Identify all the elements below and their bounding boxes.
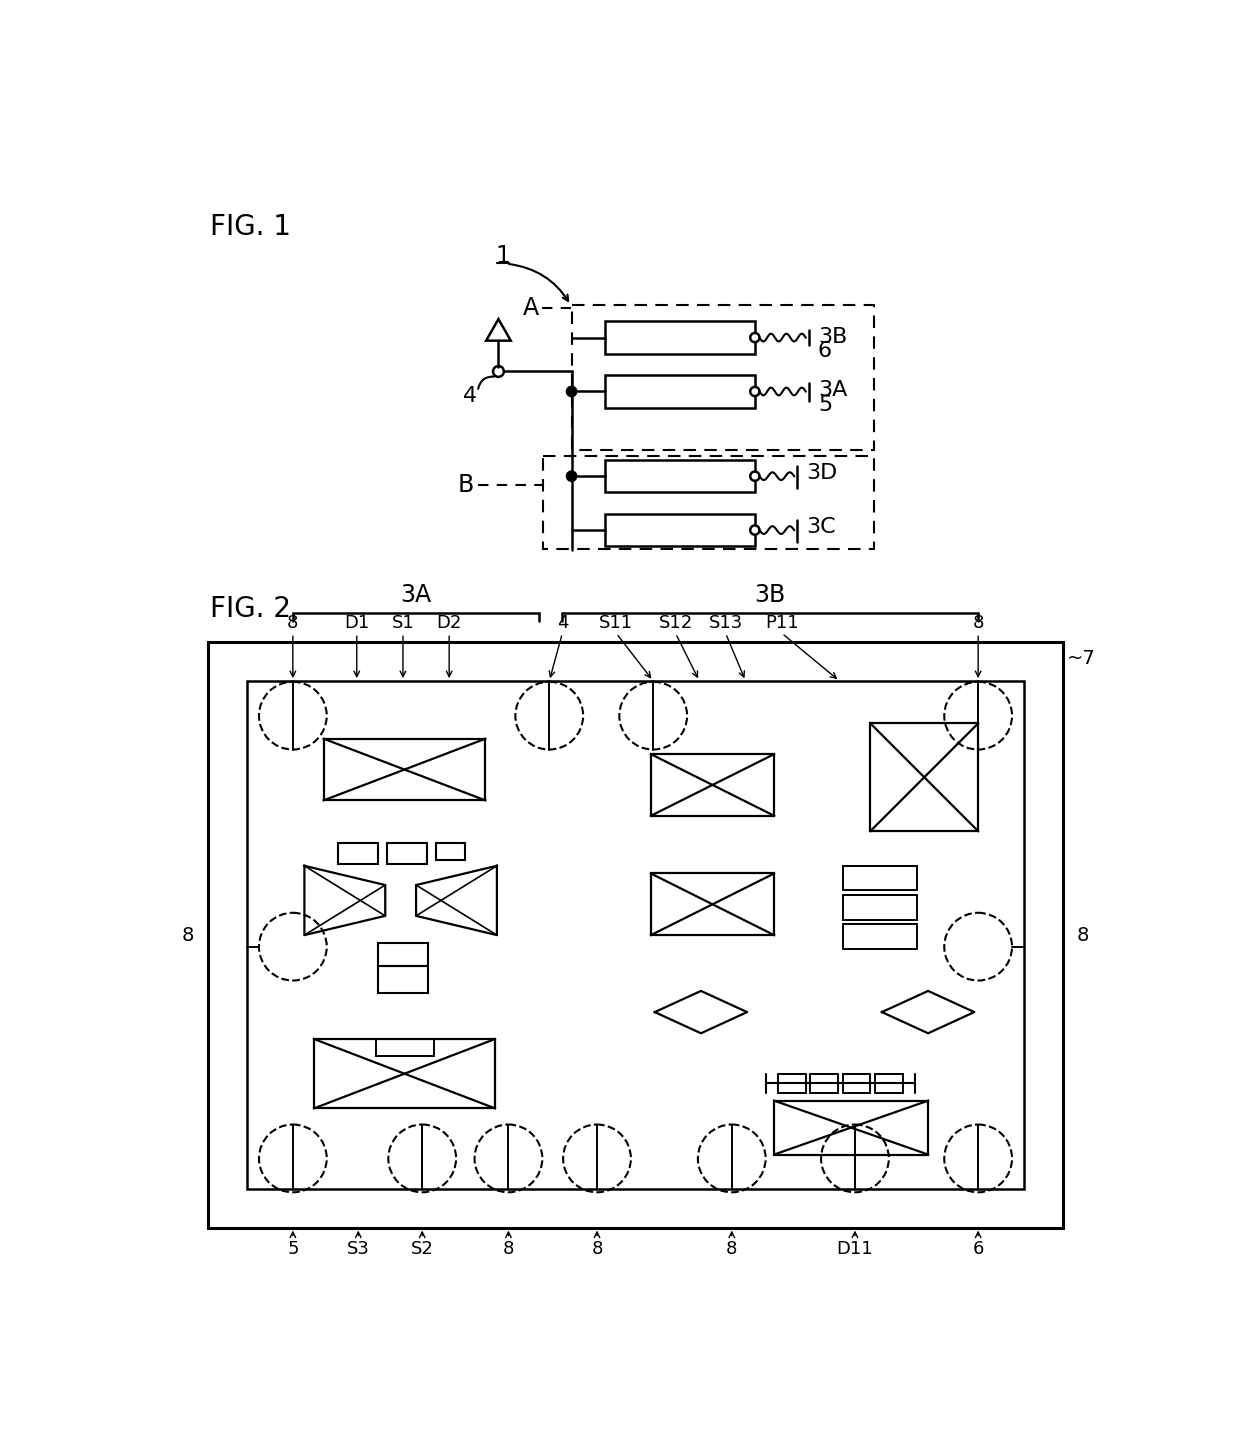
- Bar: [377, 966, 428, 992]
- Text: ~7: ~7: [1066, 648, 1095, 668]
- Text: 8: 8: [182, 926, 195, 945]
- Bar: [870, 723, 978, 831]
- Text: 5: 5: [288, 1240, 299, 1259]
- Circle shape: [567, 471, 577, 481]
- Circle shape: [567, 387, 577, 396]
- Bar: [810, 1074, 838, 1093]
- Bar: [843, 865, 916, 890]
- Text: 8: 8: [288, 613, 299, 632]
- Text: 3C: 3C: [806, 517, 836, 537]
- Text: S3: S3: [347, 1240, 370, 1259]
- Bar: [843, 896, 916, 920]
- Text: 1: 1: [496, 243, 511, 268]
- Text: 4: 4: [463, 386, 477, 406]
- Text: 3B: 3B: [755, 583, 786, 606]
- Bar: [387, 842, 427, 864]
- Text: 8: 8: [591, 1240, 603, 1259]
- Text: S13: S13: [708, 613, 743, 632]
- Text: B: B: [458, 472, 474, 497]
- Text: 3D: 3D: [806, 464, 838, 482]
- Bar: [651, 874, 774, 935]
- Bar: [436, 842, 465, 860]
- Bar: [605, 376, 755, 408]
- Text: 6: 6: [972, 1240, 983, 1259]
- Text: FIG. 1: FIG. 1: [211, 213, 291, 240]
- Text: S12: S12: [658, 613, 693, 632]
- Text: 8: 8: [972, 613, 983, 632]
- Text: S11: S11: [599, 613, 634, 632]
- Bar: [376, 1040, 434, 1056]
- Circle shape: [750, 387, 759, 396]
- Bar: [843, 924, 916, 949]
- Text: 6: 6: [818, 341, 832, 361]
- Circle shape: [750, 526, 759, 534]
- Text: D1: D1: [345, 613, 370, 632]
- Text: 8: 8: [1076, 926, 1089, 945]
- Bar: [875, 1074, 903, 1093]
- Text: A: A: [522, 297, 538, 320]
- Bar: [843, 1074, 870, 1093]
- Bar: [651, 755, 774, 815]
- Bar: [324, 739, 485, 801]
- Bar: [605, 321, 755, 354]
- Bar: [774, 1100, 928, 1155]
- Circle shape: [750, 333, 759, 343]
- Bar: [377, 943, 428, 966]
- Text: P11: P11: [765, 613, 799, 632]
- Text: 3A: 3A: [818, 380, 847, 400]
- Text: 8: 8: [727, 1240, 738, 1259]
- Bar: [314, 1040, 495, 1109]
- Bar: [605, 514, 755, 546]
- Text: D2: D2: [436, 613, 461, 632]
- Text: D11: D11: [837, 1240, 873, 1259]
- Bar: [543, 456, 874, 549]
- Text: FIG. 2: FIG. 2: [211, 595, 291, 622]
- Bar: [777, 1074, 806, 1093]
- Text: 4: 4: [557, 613, 568, 632]
- Text: 3A: 3A: [401, 583, 432, 606]
- Text: S2: S2: [410, 1240, 434, 1259]
- Text: 3B: 3B: [818, 327, 847, 347]
- Text: 8: 8: [502, 1240, 515, 1259]
- Bar: [572, 305, 874, 449]
- Circle shape: [494, 366, 503, 377]
- Circle shape: [750, 471, 759, 481]
- Text: S1: S1: [392, 613, 414, 632]
- Text: 5: 5: [818, 396, 832, 415]
- Bar: [337, 842, 377, 864]
- Bar: [208, 642, 1063, 1228]
- Bar: [605, 459, 755, 492]
- Bar: [247, 681, 1024, 1189]
